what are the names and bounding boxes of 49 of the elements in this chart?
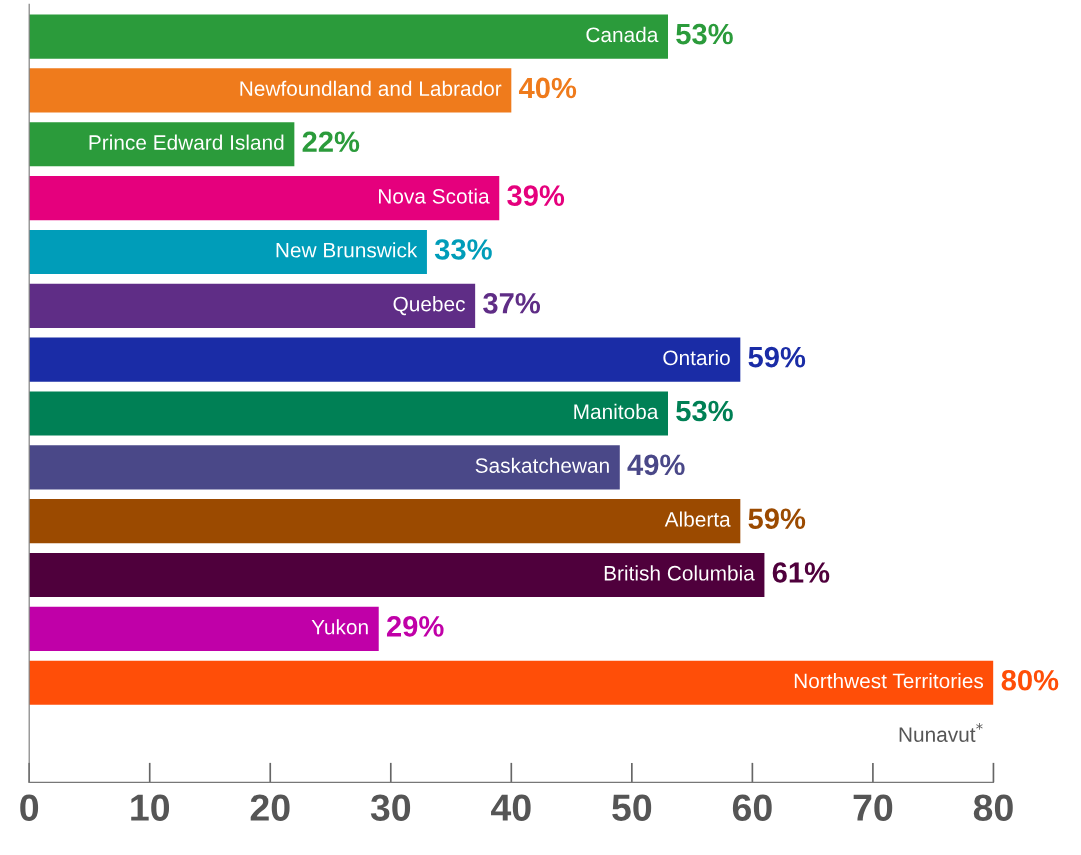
bar (29, 14, 668, 59)
y-tick-label: Nunavut$^{*}$ (899, 722, 983, 742)
x-tick-label: 0 (20, 794, 39, 821)
data-label: 37% (483, 292, 540, 314)
bar (29, 122, 295, 167)
bar (29, 337, 741, 382)
data-label: 53% (676, 23, 733, 45)
data-label: 29% (386, 616, 444, 637)
y-tick-label: British Columbia (604, 565, 755, 581)
y-tick-label: Alberta (664, 511, 731, 527)
bar (29, 68, 512, 113)
x-tick-label: 70 (853, 794, 893, 821)
data-label: 33% (434, 239, 492, 260)
x-tick-label: 20 (250, 794, 290, 821)
y-tick-label: Ontario (663, 349, 730, 366)
bar (29, 499, 741, 544)
y-tick-label: Northwest Territories (794, 673, 984, 689)
x-tick-label: 40 (491, 794, 531, 821)
data-label: 40% (518, 77, 577, 99)
data-label: 59% (748, 508, 806, 530)
bar (29, 283, 476, 328)
bar (29, 229, 427, 275)
y-tick-label: New Brunswick (276, 242, 418, 258)
y-tick-label: Newfoundland and Labrador (240, 80, 502, 97)
y-tick-label: Manitoba (574, 403, 659, 420)
data-label: 59% (748, 346, 806, 368)
y-tick-label: Prince Edward Island (89, 134, 284, 150)
x-tick-label: 10 (131, 794, 170, 821)
x-tick-label: 30 (370, 794, 411, 822)
data-label: 53% (676, 400, 733, 422)
x-tick-label: 80 (973, 794, 1013, 821)
data-label: 80% (1001, 669, 1059, 691)
x-tick-label: 50 (612, 794, 652, 821)
bar (29, 660, 994, 705)
data-label: 39% (507, 185, 565, 206)
y-tick-label: Saskatchewan (475, 457, 609, 473)
bar (29, 552, 765, 598)
data-label: 61% (772, 562, 830, 583)
bar (29, 391, 668, 436)
y-tick-label: Canada (586, 26, 659, 43)
bar (29, 606, 379, 651)
y-tick-label: Nova Scotia (379, 188, 490, 204)
y-tick-label: Yukon (311, 619, 368, 635)
bar (29, 445, 620, 490)
data-label: 49% (627, 454, 685, 476)
x-tick-label: 60 (732, 794, 772, 821)
data-label: 22% (302, 131, 360, 153)
bar (29, 176, 500, 221)
y-tick-label: Quebec (393, 296, 465, 316)
